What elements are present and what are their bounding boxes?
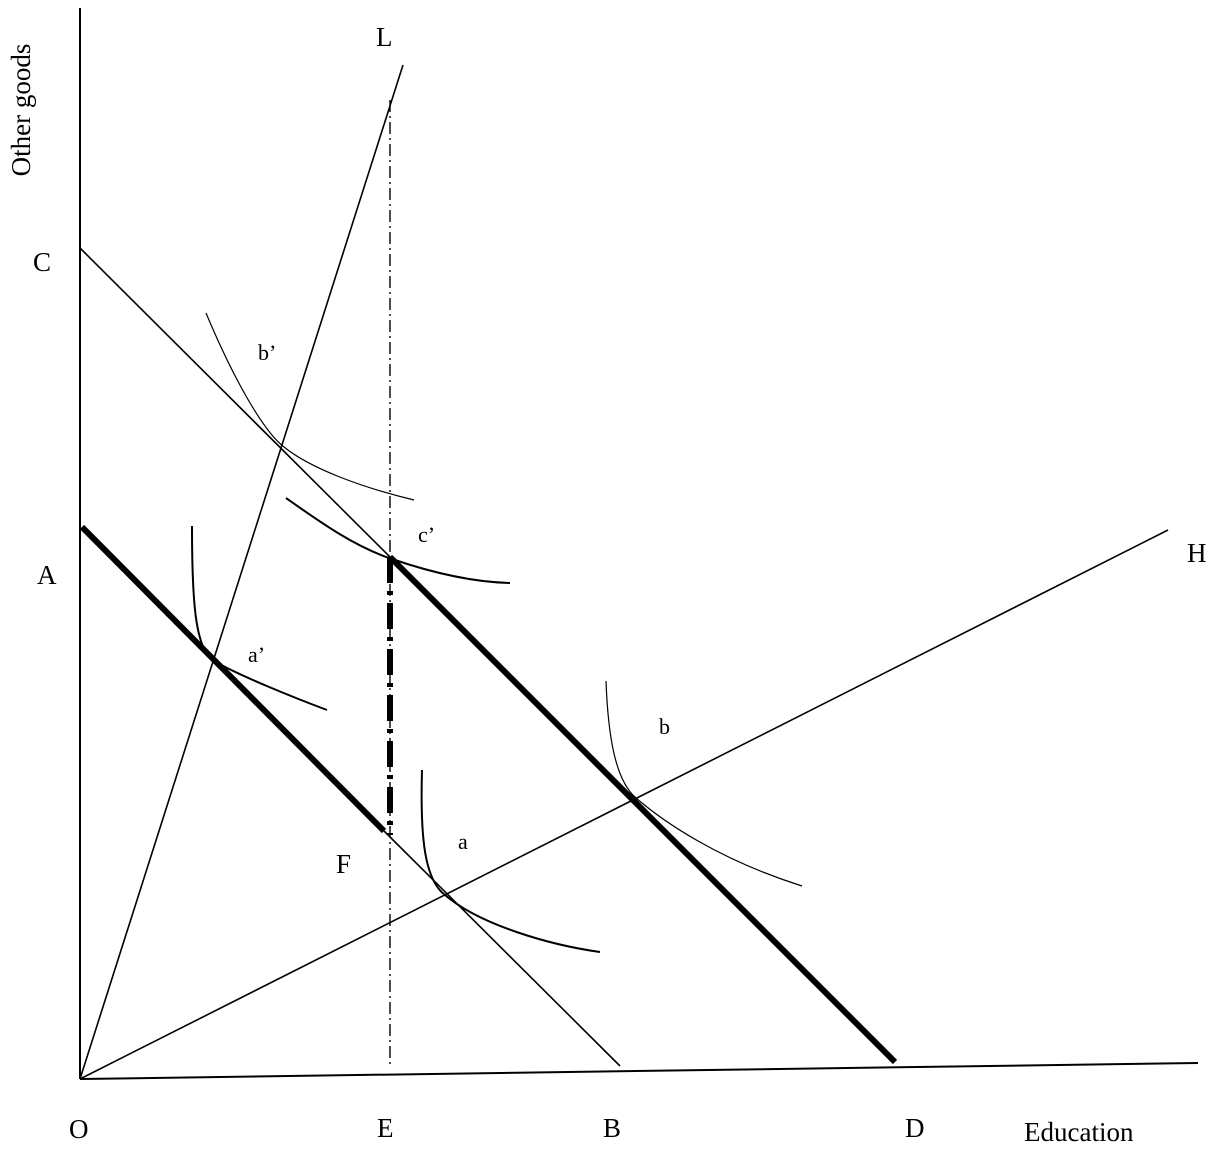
point-label-C: C	[33, 247, 51, 277]
point-label-D: D	[905, 1113, 925, 1143]
point-label-E: E	[377, 1113, 394, 1143]
indifference-curve-b	[606, 681, 802, 886]
budget-line-CD-thin	[80, 248, 390, 557]
x-axis	[80, 1063, 1198, 1079]
curve-label-b-prime: b’	[258, 340, 276, 365]
budget-line-CD-thick	[390, 557, 895, 1062]
point-label-F: F	[336, 849, 351, 879]
point-label-B: B	[603, 1113, 621, 1143]
indifference-curve-c-prime	[286, 498, 510, 583]
point-label-H: H	[1187, 538, 1207, 568]
indifference-curve-b-prime	[206, 313, 414, 500]
curve-label-c-prime: c’	[418, 522, 435, 547]
budget-line-AB-thick	[82, 527, 384, 831]
ray-OH	[80, 530, 1168, 1079]
x-axis-title: Education	[1024, 1117, 1134, 1147]
point-label-O: O	[69, 1114, 89, 1144]
curve-label-b: b	[659, 714, 670, 739]
curve-label-a: a	[458, 829, 468, 854]
y-axis-title: Other goods	[6, 44, 36, 177]
point-label-L: L	[376, 22, 393, 52]
point-label-A: A	[37, 560, 57, 590]
indifference-curve-a-prime	[192, 526, 327, 710]
curve-label-a-prime: a’	[248, 642, 265, 667]
